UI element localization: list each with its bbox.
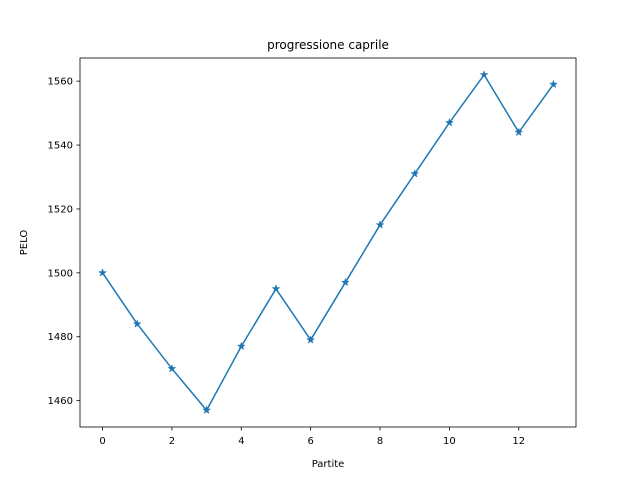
data-point-marker [98,268,108,277]
ticks: 0 2 4 6 8 10 12 1460 1480 1500 1520 1540 1560 [48,77,526,447]
x-tick-label: 6 [307,436,313,447]
x-tick-label: 0 [99,436,105,447]
y-tick-label: 1480 [48,332,73,343]
x-tick-label: 4 [238,436,244,447]
x-tick-label: 12 [512,436,525,447]
data-point-marker [514,127,524,137]
y-tick-label: 1460 [48,396,73,407]
y-axis-label: PELO [19,230,30,256]
x-axis-label: Partite [312,459,345,470]
data-point-marker [410,169,420,178]
data-point-marker [548,79,558,89]
y-tick-label: 1500 [48,268,73,279]
data-point-marker [375,220,385,229]
y-tick-label: 1520 [48,204,73,215]
y-tick-label: 1560 [48,77,73,88]
data-point-marker [479,70,489,79]
x-tick-label: 8 [377,436,383,447]
chart-title: progressione caprile [267,38,389,52]
data-point-marker [132,319,142,328]
plot-area [98,70,558,415]
series-line [101,74,555,411]
axes-frame [79,57,577,428]
data-point-marker [306,335,316,344]
data-point-marker [236,341,246,351]
data-point-marker [340,277,350,287]
x-tick-label: 10 [443,436,456,447]
data-point-marker [167,363,177,373]
data-point-marker [444,117,454,127]
data-point-marker [202,405,212,415]
y-tick-label: 1540 [48,141,73,152]
data-point-marker [271,284,281,293]
x-tick-label: 2 [169,436,175,447]
